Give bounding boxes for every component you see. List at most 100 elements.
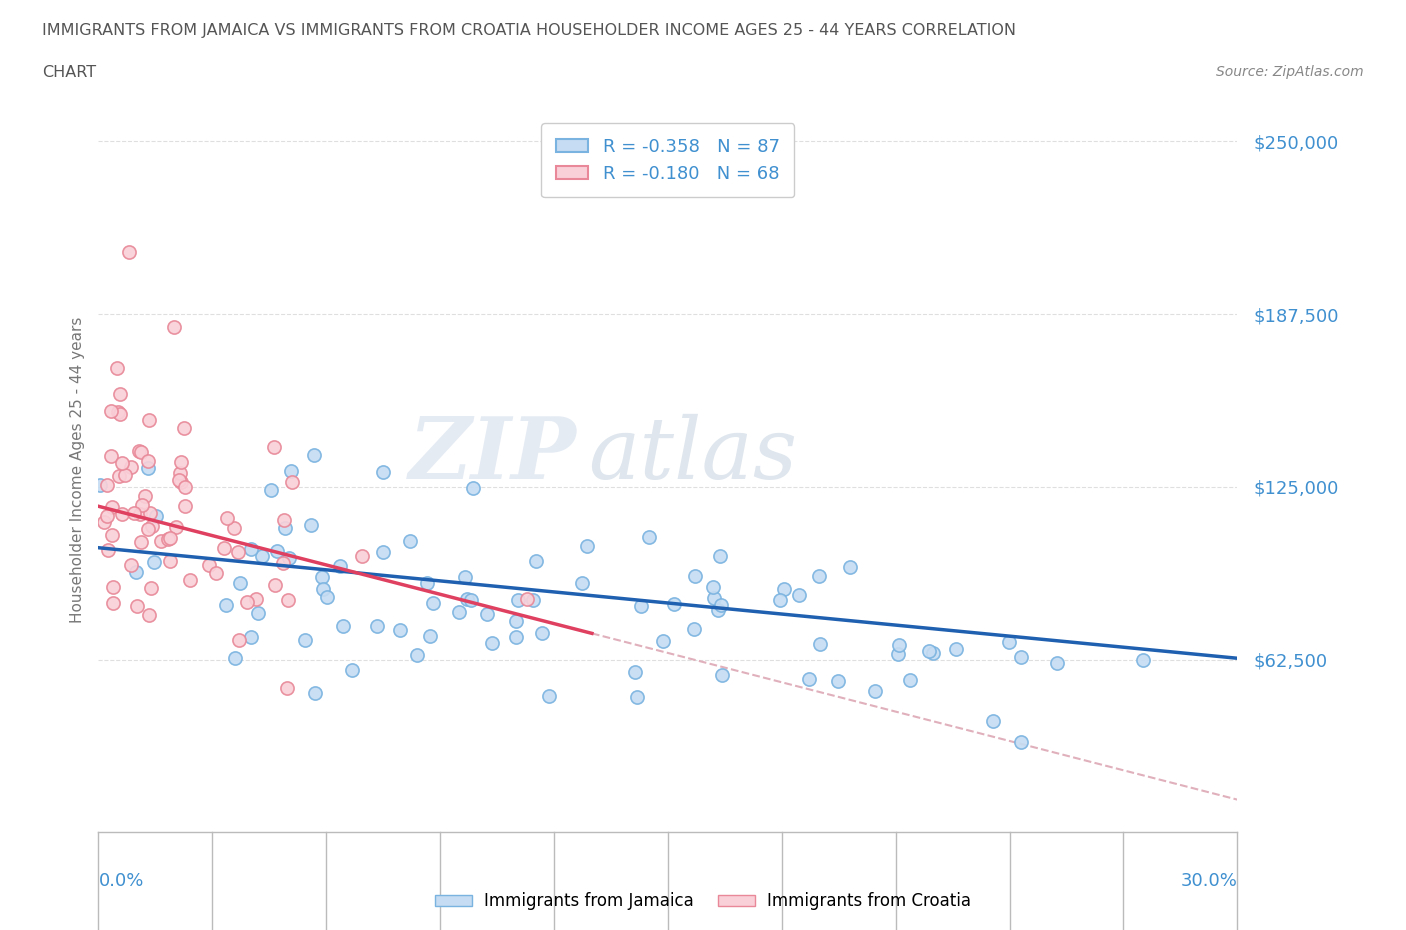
Point xyxy=(111,507,134,522)
Point xyxy=(898,672,921,687)
Point xyxy=(240,630,263,644)
Point xyxy=(118,245,141,259)
Point xyxy=(772,582,794,597)
Point xyxy=(918,643,941,658)
Point xyxy=(304,685,326,700)
Point xyxy=(865,684,887,698)
Point xyxy=(406,647,429,662)
Point xyxy=(662,597,685,612)
Point xyxy=(530,626,553,641)
Point xyxy=(316,590,339,604)
Point xyxy=(481,636,503,651)
Point xyxy=(419,628,441,643)
Point xyxy=(236,595,259,610)
Point xyxy=(170,455,193,470)
Point xyxy=(114,468,136,483)
Point xyxy=(93,514,115,529)
Point xyxy=(453,570,475,585)
Point xyxy=(576,538,599,553)
Point xyxy=(263,440,285,455)
Point xyxy=(266,544,288,559)
Point xyxy=(224,651,246,666)
Point xyxy=(1010,649,1032,664)
Point xyxy=(250,549,273,564)
Point xyxy=(516,591,538,606)
Point xyxy=(571,576,593,591)
Point xyxy=(159,530,181,545)
Point xyxy=(159,554,181,569)
Point xyxy=(276,680,298,695)
Point xyxy=(122,506,145,521)
Point xyxy=(710,597,733,612)
Point xyxy=(769,592,792,607)
Point xyxy=(215,598,238,613)
Point xyxy=(169,466,191,481)
Point xyxy=(128,507,150,522)
Point xyxy=(277,592,299,607)
Point xyxy=(703,591,725,605)
Point xyxy=(103,596,125,611)
Point xyxy=(163,319,186,334)
Point xyxy=(215,511,238,525)
Point xyxy=(136,454,159,469)
Point xyxy=(302,447,325,462)
Point xyxy=(179,572,201,587)
Point xyxy=(422,595,444,610)
Point xyxy=(128,444,150,458)
Point xyxy=(149,534,172,549)
Legend: R = -0.358   N = 87, R = -0.180   N = 68: R = -0.358 N = 87, R = -0.180 N = 68 xyxy=(541,124,794,197)
Point xyxy=(108,406,131,421)
Point xyxy=(138,608,160,623)
Point xyxy=(329,559,352,574)
Point xyxy=(273,512,295,527)
Text: Source: ZipAtlas.com: Source: ZipAtlas.com xyxy=(1216,65,1364,79)
Point xyxy=(1010,735,1032,750)
Point xyxy=(682,621,704,636)
Point xyxy=(456,591,478,606)
Point xyxy=(838,559,860,574)
Point xyxy=(637,529,659,544)
Point xyxy=(505,614,527,629)
Point xyxy=(332,618,354,633)
Point xyxy=(111,456,134,471)
Point xyxy=(1132,652,1154,667)
Point xyxy=(240,541,263,556)
Point xyxy=(101,500,124,515)
Point xyxy=(522,592,544,607)
Point xyxy=(807,569,830,584)
Point xyxy=(145,509,167,524)
Point xyxy=(787,588,810,603)
Text: CHART: CHART xyxy=(42,65,96,80)
Point xyxy=(96,509,118,524)
Point xyxy=(350,549,373,564)
Point xyxy=(89,478,111,493)
Point xyxy=(97,542,120,557)
Point xyxy=(222,521,245,536)
Point xyxy=(212,540,235,555)
Point xyxy=(174,498,197,513)
Point xyxy=(120,459,142,474)
Point xyxy=(141,519,163,534)
Point xyxy=(538,688,561,703)
Point xyxy=(107,361,129,376)
Point xyxy=(630,598,652,613)
Text: ZIP: ZIP xyxy=(409,414,576,497)
Point xyxy=(129,534,152,549)
Point xyxy=(312,581,335,596)
Point xyxy=(173,420,195,435)
Point xyxy=(477,606,499,621)
Point xyxy=(808,637,831,652)
Point xyxy=(388,622,411,637)
Point xyxy=(709,549,731,564)
Point xyxy=(107,469,129,484)
Point xyxy=(299,517,322,532)
Point xyxy=(271,556,294,571)
Point xyxy=(228,632,250,647)
Point xyxy=(945,642,967,657)
Point xyxy=(120,557,142,572)
Point xyxy=(139,580,162,595)
Point xyxy=(96,478,118,493)
Point xyxy=(340,663,363,678)
Point xyxy=(797,671,820,686)
Point xyxy=(827,674,849,689)
